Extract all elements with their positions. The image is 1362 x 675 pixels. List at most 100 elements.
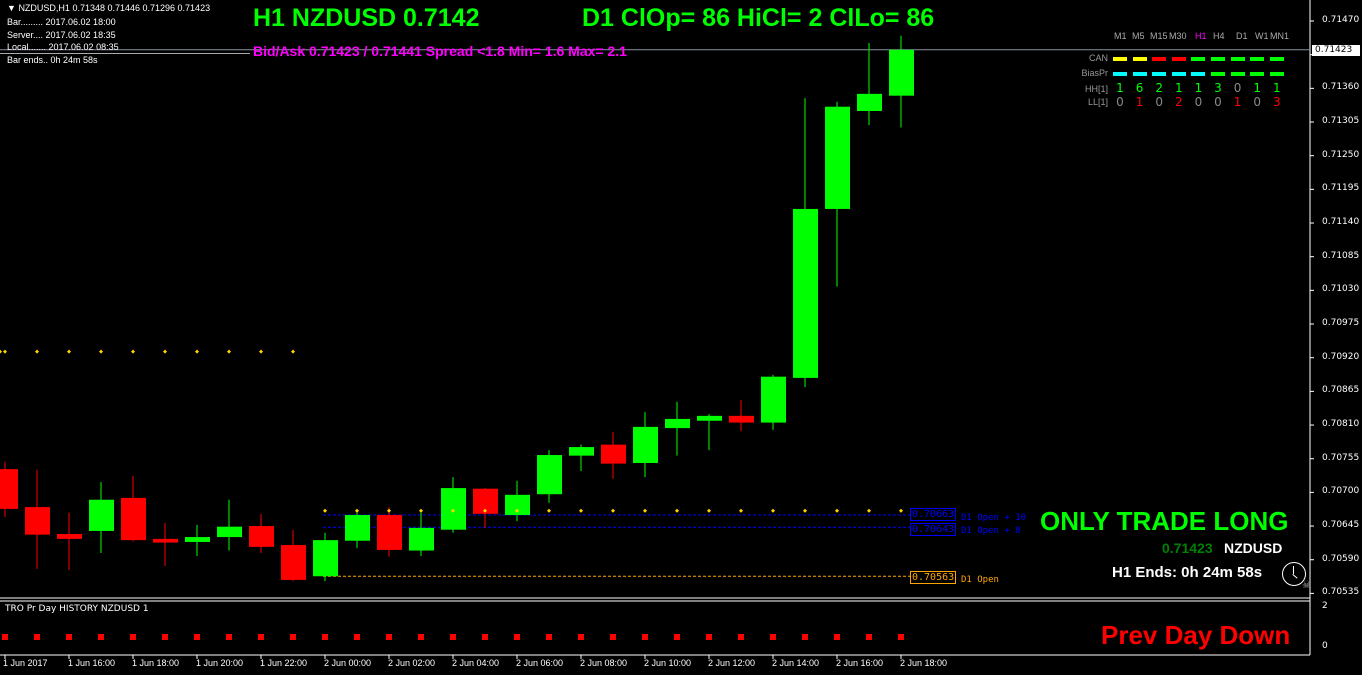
y-tick-label: 0.71140 (1322, 217, 1360, 228)
candle-body (313, 540, 338, 577)
level-dot (867, 508, 871, 513)
timeframe-M1[interactable]: M1 (1114, 31, 1127, 41)
level-dot (419, 508, 423, 513)
ll-value: 1 (1233, 95, 1242, 109)
candle-body (377, 515, 402, 550)
x-tick-label: 1 Jun 16:00 (68, 658, 116, 668)
indicator-square (546, 634, 552, 640)
x-tick-label: 2 Jun 14:00 (772, 658, 820, 668)
x-tick-label: 2 Jun 00:00 (324, 658, 372, 668)
ll-value: 2 (1174, 95, 1183, 109)
candle-body (601, 444, 626, 464)
symbol-name: NZDUSD (1224, 540, 1283, 556)
local-time: Local....... 2017.06.02 08:35 (7, 42, 119, 52)
candle-body (441, 488, 466, 530)
can-indicator (1211, 57, 1225, 61)
bar-time: Bar......... 2017.06.02 18:00 (7, 17, 116, 27)
x-tick-label: 1 Jun 22:00 (260, 658, 308, 668)
level-dot (611, 508, 615, 513)
level-dot (707, 508, 711, 513)
title-right: D1 ClOp= 86 HiCl= 2 ClLo= 86 (582, 4, 935, 32)
bias-label: BiasPr (1081, 68, 1108, 78)
bias-indicator (1152, 72, 1167, 76)
y-tick-label: 0.71085 (1322, 250, 1360, 261)
candle-body (729, 415, 754, 423)
level-dot (739, 508, 743, 513)
timeframe-H4[interactable]: H4 (1213, 31, 1225, 41)
level-dot (291, 349, 295, 354)
x-tick-label: 1 Jun 2017 (3, 658, 48, 668)
y-tick-label: 0.70920 (1322, 351, 1360, 362)
ll-value: 1 (1135, 95, 1144, 109)
indicator-square (354, 634, 360, 640)
can-indicator (1171, 57, 1186, 61)
can-indicator (1269, 57, 1284, 61)
bias-indicator (1230, 72, 1245, 76)
level-dot (515, 508, 519, 513)
level-dot (0, 349, 2, 354)
hh-value: 6 (1135, 81, 1144, 95)
bias-indicator (1250, 72, 1265, 76)
timeframe-W1[interactable]: W1 (1255, 31, 1269, 41)
candle-body (0, 469, 18, 509)
indicator-square (162, 634, 168, 640)
candle-body (537, 455, 562, 495)
bias-indicator (1269, 72, 1284, 76)
timeframe-M15[interactable]: M15 (1150, 31, 1168, 41)
indicator-square (578, 634, 584, 640)
clock-icon (1282, 562, 1306, 586)
indicator-square (770, 634, 776, 640)
indicator-title: TRO Pr Day HISTORY NZDUSD 1 (5, 604, 149, 614)
candle-body (409, 527, 434, 551)
level-dot (259, 349, 263, 354)
level-dot (163, 349, 167, 354)
indicator-square (866, 634, 872, 640)
level-dot (227, 349, 231, 354)
ll-value: 0 (1253, 95, 1261, 109)
candle-body (857, 93, 882, 111)
x-tick-label: 2 Jun 06:00 (516, 658, 564, 668)
h1-ends: H1 Ends: 0h 24m 58s (1112, 564, 1263, 581)
bias-indicator (1113, 72, 1127, 76)
candle-body (633, 426, 658, 463)
collapse-triangle-icon[interactable]: ▼ (7, 3, 16, 13)
y-tick-label: 0.71250 (1322, 149, 1360, 160)
hh-value: 1 (1174, 81, 1183, 95)
can-indicator (1113, 57, 1127, 61)
ll-value: 0 (1194, 95, 1203, 109)
timeframe-MN1[interactable]: MN1 (1270, 31, 1290, 41)
level-plus8-label: D1 Open + 8 (961, 526, 1021, 536)
timeframe-M30[interactable]: M30 (1169, 31, 1187, 41)
indicator-square (738, 634, 744, 640)
can-label: CAN (1088, 53, 1108, 63)
timeframe-D1[interactable]: D1 (1236, 31, 1248, 41)
level-plus10-value: 0.70663 (910, 508, 957, 521)
level-dot (547, 508, 551, 513)
indicator-square (290, 634, 296, 640)
prev-day-status: Prev Day Down (1101, 620, 1291, 650)
level-dot (67, 349, 71, 354)
timeframe-H1[interactable]: H1 (1195, 31, 1207, 41)
candle-body (345, 515, 370, 541)
level-dot (323, 508, 327, 513)
ll-value: 0 (1116, 95, 1124, 109)
ll-value: 3 (1272, 95, 1281, 109)
hh-value: 3 (1214, 81, 1222, 95)
hh-value: 1 (1272, 81, 1281, 95)
level-plus10-label: D1 Open + 10 (961, 513, 1027, 523)
indicator-axis-max: 2 (1322, 601, 1328, 611)
level-dot (643, 508, 647, 513)
x-tick-label: 1 Jun 20:00 (196, 658, 244, 668)
indicator-square (450, 634, 456, 640)
x-tick-label: 2 Jun 18:00 (900, 658, 948, 668)
level-dot (675, 508, 679, 513)
candle-body (57, 534, 82, 539)
candle-body (825, 106, 850, 209)
level-dot (3, 349, 7, 354)
timeframe-M5[interactable]: M5 (1132, 31, 1145, 41)
indicator-square (2, 634, 8, 640)
level-dot (899, 508, 903, 513)
x-tick-label: 2 Jun 02:00 (388, 658, 436, 668)
bias-indicator (1132, 72, 1147, 76)
